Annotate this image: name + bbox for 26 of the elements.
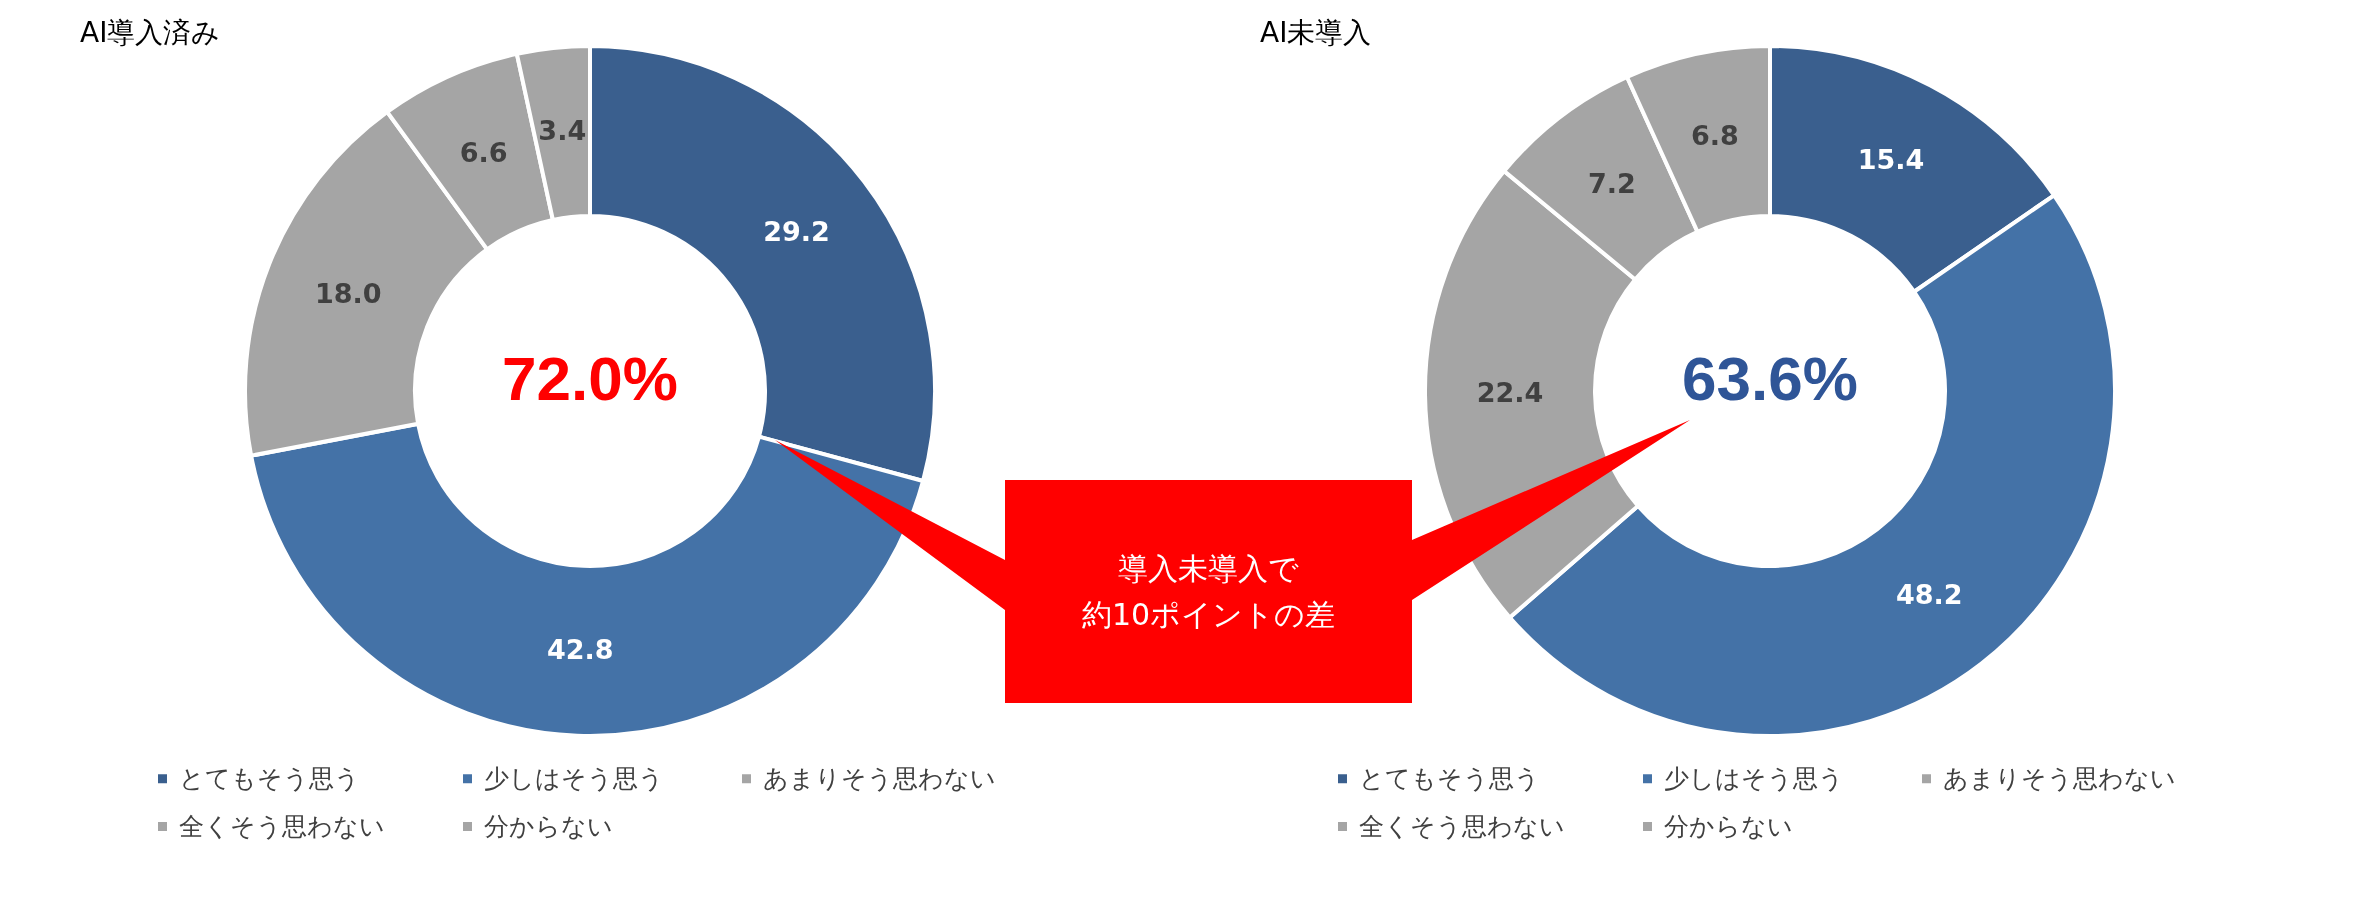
- legend-label: 全くそう思わない: [1359, 811, 1565, 841]
- data-label: 18.0: [314, 278, 382, 310]
- legend-label: あまりそう思わない: [763, 763, 996, 793]
- legend-label: 全くそう思わない: [179, 811, 385, 841]
- chart-title: AI未導入: [1260, 16, 1372, 49]
- data-label: 22.4: [1476, 377, 1544, 409]
- legend-label: 少しはそう思う: [1664, 763, 1844, 793]
- data-label: 42.8: [546, 633, 614, 665]
- data-label: 48.2: [1896, 579, 1963, 611]
- legend-label: 分からない: [1664, 811, 1793, 841]
- data-label: 29.2: [763, 215, 830, 247]
- legend-label: 少しはそう思う: [484, 763, 664, 793]
- text: 63.6%: [1682, 344, 1858, 413]
- chart-title: AI導入済み: [80, 16, 221, 49]
- text: 導入未導入で: [1118, 550, 1299, 586]
- data-label: 6.6: [459, 136, 508, 168]
- text: 約10ポイントの差: [1081, 596, 1336, 632]
- data-label: 7.2: [1588, 167, 1636, 199]
- data-label: 3.4: [538, 115, 587, 147]
- legend-label: あまりそう思わない: [1943, 763, 2176, 793]
- text: 72.0%: [502, 344, 678, 413]
- data-label: 6.8: [1690, 119, 1739, 151]
- legend-label: とてもそう思う: [1359, 763, 1540, 793]
- legend-label: 分からない: [484, 811, 613, 841]
- data-label: 15.4: [1857, 143, 1925, 175]
- legend-label: とてもそう思う: [179, 763, 360, 793]
